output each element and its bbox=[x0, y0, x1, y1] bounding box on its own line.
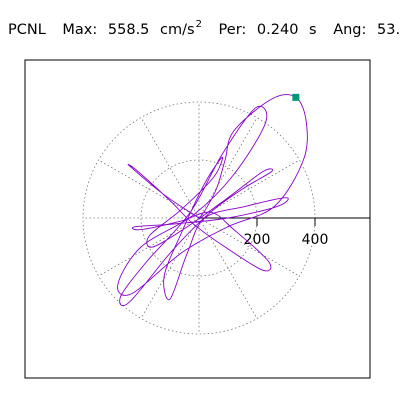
grid-spoke-30 bbox=[198, 159, 300, 219]
motion-trace bbox=[117, 94, 308, 306]
station-code: PCNL bbox=[8, 22, 46, 38]
trace-layer bbox=[117, 94, 308, 306]
max-label: Max: bbox=[62, 22, 98, 38]
period-label: Per: bbox=[218, 22, 247, 38]
grid-spoke-330 bbox=[198, 217, 300, 277]
axes: 200 400 bbox=[199, 217, 370, 248]
peak-marker bbox=[292, 93, 300, 101]
max-value: 558.5 bbox=[107, 22, 150, 38]
max-unit-exponent: 2 bbox=[195, 19, 202, 30]
grid-spoke-240 bbox=[140, 217, 200, 319]
angle-label: Ang: bbox=[333, 22, 367, 38]
grid-spoke-60 bbox=[198, 117, 258, 219]
grid-spoke-300 bbox=[198, 217, 258, 319]
grid-spoke-210 bbox=[98, 217, 200, 277]
period-value: 0.240 bbox=[256, 22, 299, 38]
grid-spoke-150 bbox=[98, 159, 200, 219]
period-unit: s bbox=[309, 22, 317, 38]
chart-header: PCNL Max: 558.5 cm/s2 Per: 0.240 s Ang: … bbox=[8, 20, 400, 38]
plot-frame bbox=[24, 59, 371, 379]
max-unit: cm/s bbox=[160, 22, 195, 38]
x-tick-label: 200 bbox=[244, 232, 271, 248]
grid-spoke-120 bbox=[140, 117, 200, 219]
angle-value: 53.2 bbox=[377, 22, 400, 38]
x-tick-label: 400 bbox=[302, 232, 329, 248]
marker-layer bbox=[292, 93, 300, 101]
